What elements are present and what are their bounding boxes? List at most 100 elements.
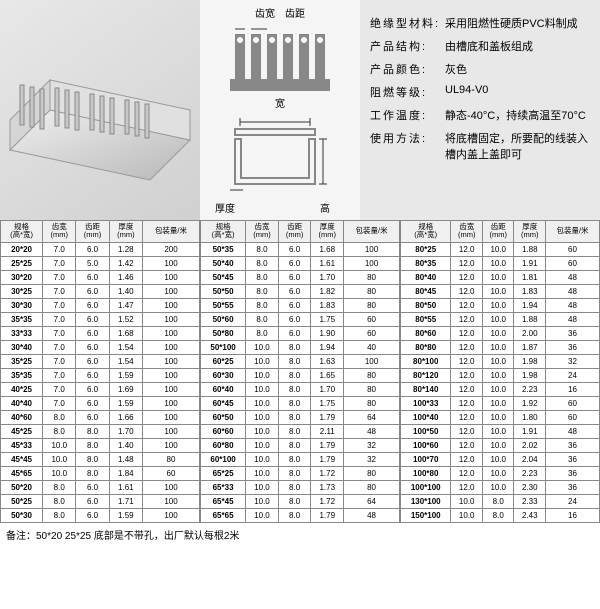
cell: 12.0	[451, 326, 483, 340]
cell: 10.0	[482, 396, 514, 410]
cell: 1.90	[311, 326, 344, 340]
cell: 12.0	[451, 382, 483, 396]
col-header: 厚度(mm)	[514, 221, 546, 243]
cell: 6.0	[278, 256, 311, 270]
cell: 7.0	[43, 396, 76, 410]
cell: 100	[142, 256, 199, 270]
cell: 36	[546, 340, 600, 354]
cell: 100	[142, 354, 199, 368]
cell: 6.0	[76, 242, 109, 256]
cell: 80*45	[401, 284, 451, 298]
cell: 100*33	[401, 396, 451, 410]
cell: 80*120	[401, 368, 451, 382]
cell: 10.0	[482, 284, 514, 298]
prop-row: 产品颜色:灰色	[370, 61, 590, 77]
cell: 1.52	[109, 312, 142, 326]
table-row: 50*358.06.01.68100	[201, 242, 400, 256]
cell: 50*55	[201, 298, 246, 312]
table-row: 50*508.06.01.8280	[201, 284, 400, 298]
cell: 80*80	[401, 340, 451, 354]
cell: 1.94	[311, 340, 344, 354]
cell: 60*25	[201, 354, 246, 368]
table-row: 80*12012.010.01.9824	[401, 368, 600, 382]
prop-key: 绝缘型材料:	[370, 15, 445, 31]
section-diagram	[215, 114, 345, 196]
cell: 12.0	[451, 298, 483, 312]
cell: 100	[142, 494, 199, 508]
cell: 36	[546, 326, 600, 340]
table-row: 45*6510.08.01.8460	[1, 466, 200, 480]
prop-row: 阻燃等级:UL94-V0	[370, 84, 590, 100]
cell: 8.0	[246, 242, 279, 256]
cell: 6.0	[76, 396, 109, 410]
table-row: 50*808.06.01.9060	[201, 326, 400, 340]
cell: 10.0	[482, 424, 514, 438]
cell: 7.0	[43, 382, 76, 396]
cell: 10.0	[246, 466, 279, 480]
col-header: 厚度(mm)	[109, 221, 142, 243]
col-header: 齿宽(mm)	[246, 221, 279, 243]
cell: 100	[142, 410, 199, 424]
cell: 8.0	[278, 508, 311, 522]
table-row: 60*2510.08.01.63100	[201, 354, 400, 368]
cell: 1.48	[109, 452, 142, 466]
cell: 100	[142, 340, 199, 354]
cell: 80	[344, 298, 400, 312]
cell: 8.0	[76, 424, 109, 438]
table-row: 50*208.06.01.61100	[1, 480, 200, 494]
cell: 8.0	[76, 438, 109, 452]
col-header: 齿宽(mm)	[451, 221, 483, 243]
cell: 1.59	[109, 396, 142, 410]
cell: 10.0	[482, 270, 514, 284]
cell: 7.0	[43, 242, 76, 256]
cell: 2.23	[514, 466, 546, 480]
spec-table-1: 规格(高*宽)齿宽(mm)齿距(mm)厚度(mm)包装量/米20*207.06.…	[0, 220, 200, 523]
cell: 8.0	[278, 424, 311, 438]
cell: 30*30	[1, 298, 43, 312]
cell: 1.68	[109, 326, 142, 340]
cell: 10.0	[451, 508, 483, 522]
cell: 1.82	[311, 284, 344, 298]
cell: 1.98	[514, 354, 546, 368]
cell: 50*50	[201, 284, 246, 298]
cell: 100*100	[401, 480, 451, 494]
cell: 10.0	[246, 396, 279, 410]
cell: 16	[546, 508, 600, 522]
prop-row: 使用方法:将底槽固定，所要配的线装入槽内盖上盖即可	[370, 130, 590, 162]
cell: 1.63	[311, 354, 344, 368]
product-image-area	[0, 0, 200, 220]
table-row: 80*5012.010.01.9448	[401, 298, 600, 312]
cell: 8.0	[278, 396, 311, 410]
cell: 100	[344, 256, 400, 270]
cell: 10.0	[482, 298, 514, 312]
col-header: 包装量/米	[142, 221, 199, 243]
cell: 1.87	[514, 340, 546, 354]
cell: 50*30	[1, 508, 43, 522]
cell: 8.0	[482, 508, 514, 522]
cell: 7.0	[43, 312, 76, 326]
table-row: 80*4012.010.01.8148	[401, 270, 600, 284]
cell: 6.0	[278, 326, 311, 340]
cell: 6.0	[278, 270, 311, 284]
cell: 80*40	[401, 270, 451, 284]
cell: 7.0	[43, 354, 76, 368]
cell: 1.83	[514, 284, 546, 298]
cell: 8.0	[278, 466, 311, 480]
cell: 7.0	[43, 256, 76, 270]
cell: 35*25	[1, 354, 43, 368]
table-row: 65*4510.08.01.7264	[201, 494, 400, 508]
cell: 60	[142, 466, 199, 480]
cell: 12.0	[451, 466, 483, 480]
table-row: 100*5012.010.01.9148	[401, 424, 600, 438]
cell: 10.0	[482, 242, 514, 256]
table-row: 25*257.05.01.42100	[1, 256, 200, 270]
cell: 6.0	[76, 410, 109, 424]
cell: 60*45	[201, 396, 246, 410]
cell: 10.0	[482, 326, 514, 340]
cell: 1.98	[514, 368, 546, 382]
cell: 10.0	[246, 410, 279, 424]
cell: 50*40	[201, 256, 246, 270]
cell: 100	[142, 368, 199, 382]
cell: 64	[344, 494, 400, 508]
cell: 60*80	[201, 438, 246, 452]
